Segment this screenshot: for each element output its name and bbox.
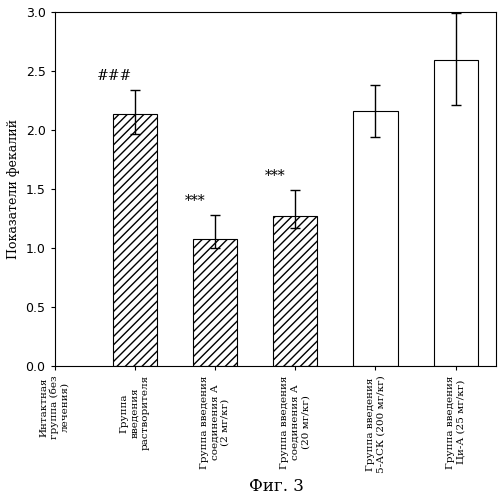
Bar (354, 111, 397, 366)
Bar (193, 238, 237, 366)
Bar (113, 114, 157, 366)
Text: Фиг. 3: Фиг. 3 (249, 478, 304, 495)
Bar (434, 60, 478, 366)
Y-axis label: Показатели фекалий: Показатели фекалий (7, 119, 20, 259)
Text: ***: *** (265, 169, 286, 183)
Text: ***: *** (185, 194, 205, 208)
Bar (273, 216, 317, 366)
Text: ###: ### (97, 69, 132, 83)
